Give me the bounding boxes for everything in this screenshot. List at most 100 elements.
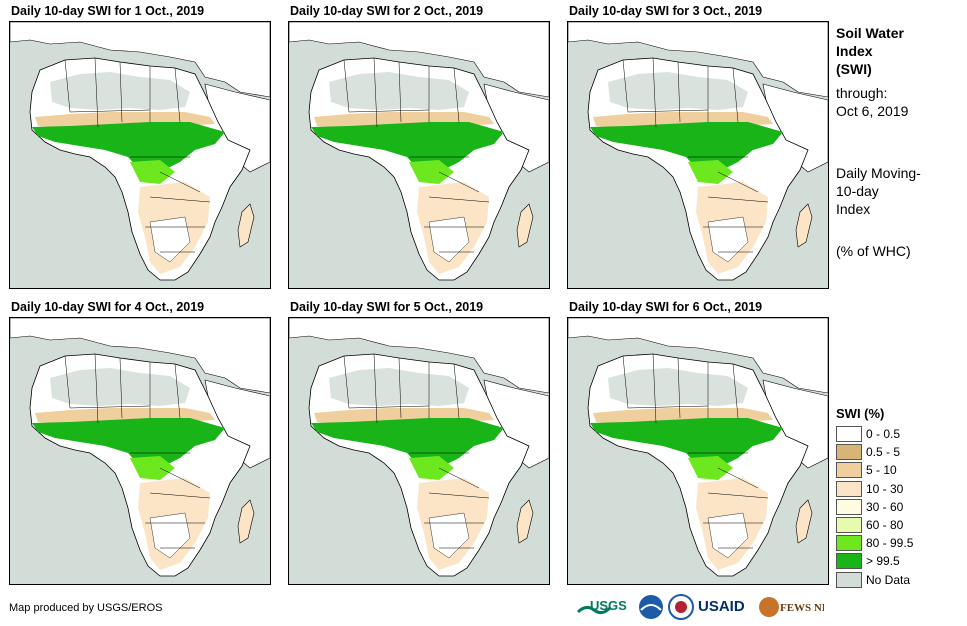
wet-belt: [32, 122, 225, 172]
side-title-line3: (SWI): [836, 61, 872, 77]
through-label: through:: [836, 85, 888, 101]
credit-text: Map produced by USGS/EROS: [9, 602, 163, 614]
legend-label: 10 - 30: [866, 481, 904, 496]
map-image: [288, 317, 550, 585]
legend-swatch: [836, 462, 862, 479]
side-title-line2: Index: [836, 43, 873, 59]
country-borders: [622, 353, 769, 549]
legend-swatch: [836, 517, 862, 533]
side-title-line1: Soil Water: [836, 25, 904, 41]
map-panel-2: Daily 10-day SWI for 2 Oct., 2019: [288, 4, 550, 289]
sahara-nodata: [608, 72, 748, 110]
map-image: [9, 21, 271, 289]
moist-patches: [688, 456, 733, 480]
eurasia-land: [568, 318, 828, 394]
moist-patches: [688, 160, 733, 184]
legend-label: 30 - 60: [866, 499, 904, 514]
desc-line3: Index: [836, 201, 871, 217]
country-borders: [622, 57, 769, 253]
sahara-nodata: [50, 368, 190, 406]
legend-label: 0.5 - 5: [866, 445, 901, 460]
legend-item: No Data: [836, 571, 956, 588]
legend-item: 80 - 99.5: [836, 535, 956, 552]
legend-item: 0.5 - 5: [836, 444, 956, 461]
fewsnet-logo: FEWS NET: [759, 597, 824, 617]
panel-title: Daily 10-day SWI for 6 Oct., 2019: [569, 300, 763, 314]
noaa-logo: [639, 595, 663, 619]
legend-swatch: [836, 498, 862, 515]
units-label: (% of WHC): [836, 243, 911, 259]
legend-item: 10 - 30: [836, 480, 956, 497]
legend-label: 80 - 99.5: [866, 536, 914, 551]
desc-line2: 10-day: [836, 183, 879, 199]
madagascar: [516, 203, 534, 248]
legend-swatch: [836, 535, 862, 552]
wet-belt: [32, 418, 225, 468]
legend-label: 5 - 10: [866, 463, 897, 478]
country-borders: [64, 57, 211, 253]
eurasia-land: [289, 22, 549, 98]
country-borders: [343, 353, 490, 549]
desc-line1: Daily Moving-: [836, 165, 921, 181]
legend-item: 30 - 60: [836, 498, 956, 515]
eurasia-land: [568, 22, 828, 98]
wet-belt: [590, 418, 783, 468]
eurasia-land: [10, 22, 270, 98]
sahara-nodata: [329, 368, 469, 406]
legend-item: 5 - 10: [836, 462, 956, 479]
wet-belt: [590, 122, 783, 172]
legend-item: 0 - 0.5: [836, 426, 956, 442]
legend-label: 0 - 0.5: [866, 427, 901, 441]
sahara-nodata: [50, 72, 190, 110]
map-panel-3: Daily 10-day SWI for 3 Oct., 2019: [567, 4, 829, 289]
usgs-logo-text: USGS: [590, 598, 627, 613]
legend-swatch: [836, 571, 862, 588]
map-panel-5: Daily 10-day SWI for 5 Oct., 2019: [288, 300, 550, 585]
usaid-logo: USAID: [698, 598, 745, 615]
map-image: [288, 21, 550, 289]
country-borders: [343, 57, 490, 253]
sahara-nodata: [329, 72, 469, 110]
map-image: [567, 317, 829, 585]
legend-swatch: [836, 553, 862, 570]
legend-item: > 99.5: [836, 553, 956, 570]
legend-title: SWI (%): [836, 406, 885, 421]
country-borders: [64, 353, 211, 549]
eurasia-land: [10, 318, 270, 394]
map-image: [567, 21, 829, 289]
panel-title: Daily 10-day SWI for 2 Oct., 2019: [290, 4, 484, 18]
legend-swatch: [836, 480, 862, 497]
madagascar: [795, 499, 813, 544]
logos-strip: USGS USAID FEWS NET: [576, 594, 826, 622]
map-panel-6: Daily 10-day SWI for 6 Oct., 2019: [567, 300, 829, 585]
sahara-nodata: [608, 368, 748, 406]
through-date: Oct 6, 2019: [836, 103, 909, 119]
panel-title: Daily 10-day SWI for 3 Oct., 2019: [569, 4, 763, 18]
legend-swatch: [836, 426, 862, 442]
map-panel-4: Daily 10-day SWI for 4 Oct., 2019: [9, 300, 271, 585]
usgs-logo: USGS: [576, 598, 627, 615]
fewsnet-logo-text: FEWS NET: [780, 602, 824, 614]
panel-title: Daily 10-day SWI for 1 Oct., 2019: [11, 4, 205, 18]
moist-patches: [130, 160, 175, 184]
moist-patches: [409, 456, 454, 480]
map-panel-1: Daily 10-day SWI for 1 Oct., 2019: [9, 4, 271, 289]
madagascar: [237, 203, 255, 248]
legend-label: > 99.5: [866, 554, 900, 569]
moist-patches: [130, 456, 175, 480]
map-image: [9, 317, 271, 585]
panel-title: Daily 10-day SWI for 4 Oct., 2019: [11, 300, 205, 314]
eurasia-land: [289, 318, 549, 394]
moist-patches: [409, 160, 454, 184]
madagascar: [237, 499, 255, 544]
nasa-logo: [668, 594, 694, 620]
legend-label: No Data: [866, 572, 911, 587]
usaid-logo-text: USAID: [698, 598, 745, 615]
side-title: Soil Water Index (SWI): [836, 24, 904, 78]
madagascar: [795, 203, 813, 248]
legend-swatch: [836, 444, 862, 461]
legend-label: 60 - 80: [866, 518, 904, 532]
madagascar: [516, 499, 534, 544]
wet-belt: [311, 418, 504, 468]
wet-belt: [311, 122, 504, 172]
